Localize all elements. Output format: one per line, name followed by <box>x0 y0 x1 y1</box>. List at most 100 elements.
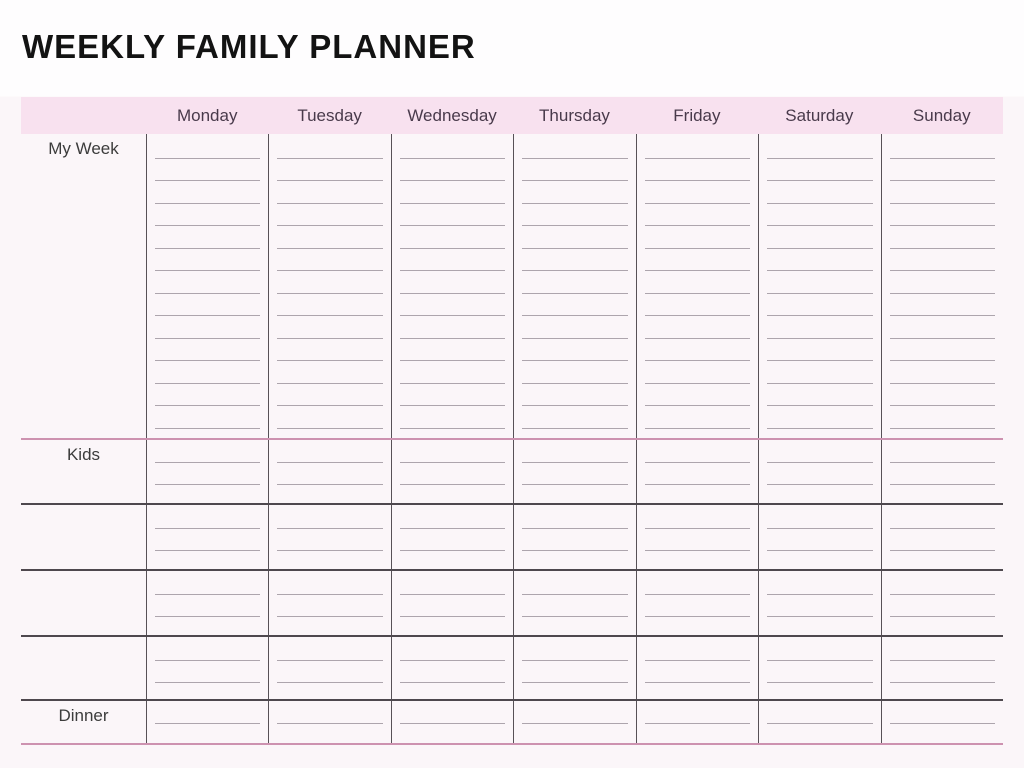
ruled-line <box>644 339 751 361</box>
ruled-line <box>522 204 628 226</box>
ruled-line <box>399 440 506 463</box>
ruled-line <box>644 572 751 595</box>
planner-cell-sunday-my-week <box>880 134 1003 438</box>
planner-cell-monday-blank-3 <box>146 571 268 635</box>
ruled-line <box>889 529 995 551</box>
ruled-line <box>889 339 995 361</box>
ruled-line <box>767 595 873 617</box>
ruled-line <box>277 595 383 617</box>
ruled-line <box>889 463 995 485</box>
row-label-dinner: Dinner <box>58 706 109 725</box>
ruled-line <box>522 595 628 617</box>
ruled-line <box>889 701 995 724</box>
ruled-line <box>644 181 751 204</box>
ruled-line <box>155 204 261 226</box>
ruled-line <box>767 294 873 316</box>
ruled-line <box>399 361 506 384</box>
planner-cell-thursday-my-week <box>513 134 635 438</box>
planner-cell-wednesday-dinner <box>390 701 513 743</box>
day-header-saturday: Saturday <box>785 105 854 125</box>
ruled-line <box>277 294 383 316</box>
planner-cell-sunday-blank-3 <box>880 571 1003 635</box>
ruled-line <box>155 339 261 361</box>
row-label-blank-2 <box>21 505 146 569</box>
ruled-line <box>522 384 628 406</box>
planner-cell-thursday-blank-2 <box>513 505 635 569</box>
ruled-line <box>644 529 751 551</box>
ruled-line <box>522 661 628 683</box>
ruled-line <box>277 572 383 595</box>
ruled-line <box>155 463 261 485</box>
planner-cell-saturday-dinner <box>758 701 880 743</box>
planner-cell-sunday-blank-2 <box>880 505 1003 569</box>
ruled-line <box>155 361 261 384</box>
ruled-line <box>155 316 261 339</box>
ruled-line <box>644 361 751 384</box>
row-label-my-week: My Week <box>48 139 119 158</box>
ruled-line <box>767 181 873 204</box>
ruled-line <box>522 572 628 595</box>
ruled-line <box>644 595 751 617</box>
ruled-line <box>277 316 383 339</box>
row-label-kids: Kids <box>66 445 101 464</box>
ruled-line <box>277 529 383 551</box>
ruled-line <box>277 249 383 271</box>
ruled-line <box>644 249 751 271</box>
ruled-line <box>767 249 873 271</box>
planner-cell-tuesday-blank-2 <box>268 505 390 569</box>
ruled-line <box>277 271 383 294</box>
ruled-line <box>155 294 261 316</box>
section-row-dinner: Dinner <box>21 699 1003 743</box>
ruled-line <box>277 440 383 463</box>
section-row-my-week: My Week <box>21 134 1003 438</box>
ruled-line <box>399 181 506 204</box>
ruled-line <box>522 271 628 294</box>
ruled-line <box>889 249 995 271</box>
planner-cell-friday-blank-4 <box>635 637 758 699</box>
ruled-line <box>277 701 383 724</box>
ruled-line <box>155 440 261 463</box>
ruled-line <box>522 181 628 204</box>
ruled-line <box>522 294 628 316</box>
planner-cell-tuesday-blank-3 <box>268 571 390 635</box>
ruled-line <box>767 204 873 226</box>
ruled-line <box>155 701 261 724</box>
planner-cell-monday-kids <box>146 440 268 503</box>
ruled-line <box>522 506 628 529</box>
ruled-line <box>277 136 383 159</box>
ruled-line <box>277 506 383 529</box>
section-row-kids: Kids <box>21 438 1003 503</box>
ruled-line <box>522 249 628 271</box>
ruled-line <box>155 136 261 159</box>
ruled-line <box>522 226 628 249</box>
planner-cell-saturday-blank-3 <box>758 571 880 635</box>
planner-cell-saturday-my-week <box>758 134 880 438</box>
planner-cell-tuesday-my-week <box>268 134 390 438</box>
planner-cell-saturday-blank-4 <box>758 637 880 699</box>
planner-cell-friday-kids <box>635 440 758 503</box>
ruled-line <box>277 204 383 226</box>
ruled-line <box>155 384 261 406</box>
planner-cell-friday-dinner <box>635 701 758 743</box>
section-row-blank-2 <box>21 503 1003 569</box>
ruled-line <box>399 226 506 249</box>
day-header-thursday: Thursday <box>539 105 610 125</box>
ruled-line <box>522 440 628 463</box>
ruled-line <box>767 463 873 485</box>
ruled-line <box>889 226 995 249</box>
ruled-line <box>399 529 506 551</box>
ruled-line <box>399 339 506 361</box>
planner-cell-thursday-blank-3 <box>513 571 635 635</box>
ruled-line <box>522 529 628 551</box>
ruled-line <box>644 406 751 429</box>
ruled-line <box>767 406 873 429</box>
day-header-sunday: Sunday <box>912 105 971 125</box>
planner-cell-thursday-kids <box>513 440 635 503</box>
ruled-line <box>522 406 628 429</box>
planner-cell-thursday-dinner <box>513 701 635 743</box>
ruled-line <box>155 661 261 683</box>
ruled-line <box>889 595 995 617</box>
planner-grid: My Week Kids Dinner <box>21 134 1003 745</box>
ruled-line <box>644 316 751 339</box>
ruled-line <box>889 572 995 595</box>
